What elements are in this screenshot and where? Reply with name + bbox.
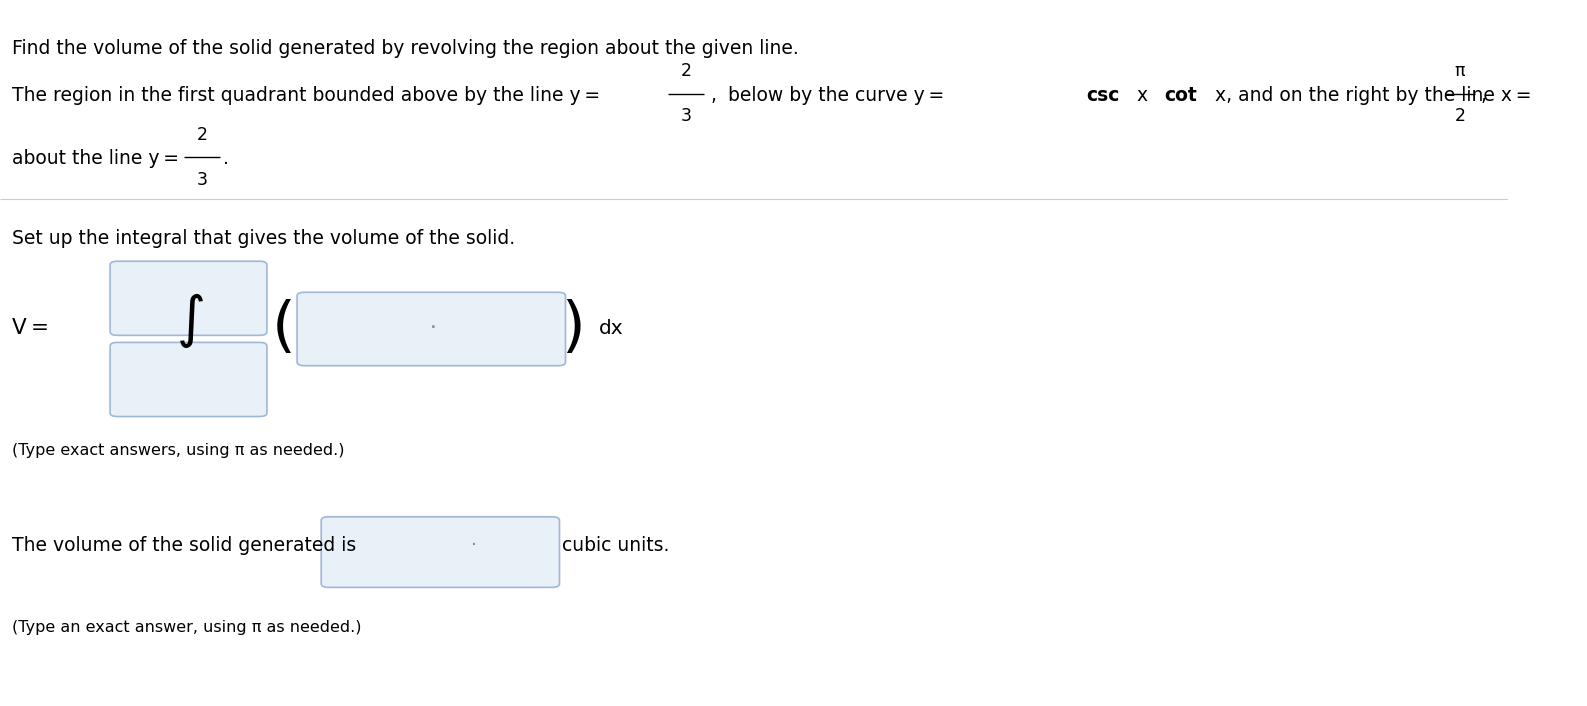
FancyBboxPatch shape: [110, 342, 267, 417]
Text: ): ): [562, 299, 586, 358]
Text: cubic units.: cubic units.: [562, 536, 670, 554]
Text: ,: ,: [711, 86, 716, 104]
Text: ·: ·: [470, 536, 476, 554]
Text: The volume of the solid generated is: The volume of the solid generated is: [13, 536, 357, 554]
Text: Find the volume of the solid generated by revolving the region about the given l: Find the volume of the solid generated b…: [13, 39, 798, 58]
Text: x, and on the right by the line x =: x, and on the right by the line x =: [1209, 86, 1531, 104]
Text: 2: 2: [1454, 107, 1465, 126]
Text: 2: 2: [681, 62, 692, 80]
Text: V =: V =: [13, 318, 49, 338]
Text: x: x: [1132, 86, 1152, 104]
Text: (: (: [271, 299, 295, 358]
Text: ,: ,: [1481, 86, 1487, 104]
Text: 2: 2: [197, 126, 208, 144]
Text: below by the curve y =: below by the curve y =: [722, 86, 949, 104]
Text: about the line y =: about the line y =: [13, 150, 179, 168]
Text: 3: 3: [197, 171, 208, 189]
Text: Set up the integral that gives the volume of the solid.: Set up the integral that gives the volum…: [13, 229, 516, 249]
FancyBboxPatch shape: [110, 261, 267, 335]
Text: π: π: [1455, 62, 1465, 80]
Text: dx: dx: [598, 319, 624, 337]
Text: (Type exact answers, using π as needed.): (Type exact answers, using π as needed.): [13, 443, 344, 458]
FancyBboxPatch shape: [321, 517, 560, 587]
Text: csc: csc: [1086, 86, 1119, 104]
Text: 3: 3: [681, 107, 692, 126]
Text: .: .: [224, 150, 229, 168]
Text: (Type an exact answer, using π as needed.): (Type an exact answer, using π as needed…: [13, 620, 362, 635]
Text: ·: ·: [430, 318, 436, 338]
FancyBboxPatch shape: [297, 292, 565, 366]
Text: ∫: ∫: [178, 294, 206, 348]
Text: The region in the first quadrant bounded above by the line y =: The region in the first quadrant bounded…: [13, 86, 600, 104]
Text: cot: cot: [1165, 86, 1197, 104]
